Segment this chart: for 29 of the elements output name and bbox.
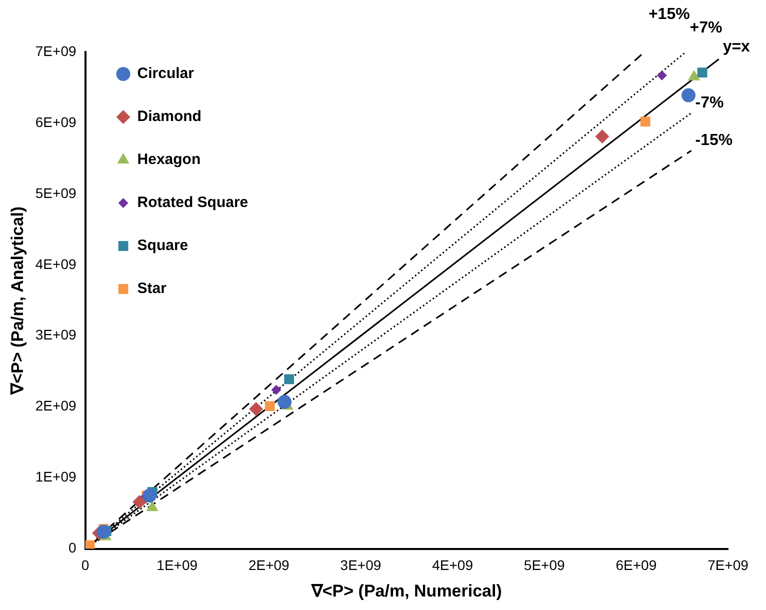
- x-tick-label: 5E+09: [524, 557, 566, 574]
- y-tick-label: 6E+09: [35, 114, 76, 130]
- x-tick-label: 6E+09: [616, 557, 657, 574]
- x-tick-label: 1E+09: [156, 557, 198, 574]
- y-tick-label: 2E+09: [35, 398, 76, 414]
- legend-label: Circular: [137, 65, 194, 82]
- series-label: y=x: [722, 38, 750, 56]
- series-label: -7%: [695, 94, 724, 112]
- legend-label: Star: [137, 280, 167, 298]
- series-label: -15%: [695, 132, 733, 150]
- y-tick-label: 3E+09: [35, 326, 76, 343]
- legend-label: Square: [137, 237, 188, 254]
- legend-label: Rotated Square: [137, 194, 248, 212]
- legend-label: Diamond: [137, 108, 202, 126]
- y-axis-title: ∇<P> (Pa/m, Analytical): [8, 206, 27, 396]
- series-label: +15%: [648, 6, 690, 24]
- y-tick-label: 4E+09: [35, 256, 76, 272]
- x-tick-label: 3E+09: [340, 557, 382, 574]
- series-label: +7%: [690, 19, 722, 36]
- x-tick-label: 2E+09: [248, 557, 290, 574]
- y-tick-label: 0: [68, 540, 76, 556]
- x-tick-label: 7E+09: [708, 557, 749, 574]
- legend-label: Hexagon: [137, 151, 201, 168]
- y-tick-label: 1E+09: [35, 468, 76, 485]
- y-tick-label: 5E+09: [35, 184, 76, 201]
- y-tick-label: 7E+09: [35, 42, 76, 59]
- x-axis-title: ∇<P> (Pa/m, Numerical): [310, 581, 502, 600]
- x-tick-label: 0: [81, 557, 90, 574]
- x-tick-label: 4E+09: [432, 557, 474, 574]
